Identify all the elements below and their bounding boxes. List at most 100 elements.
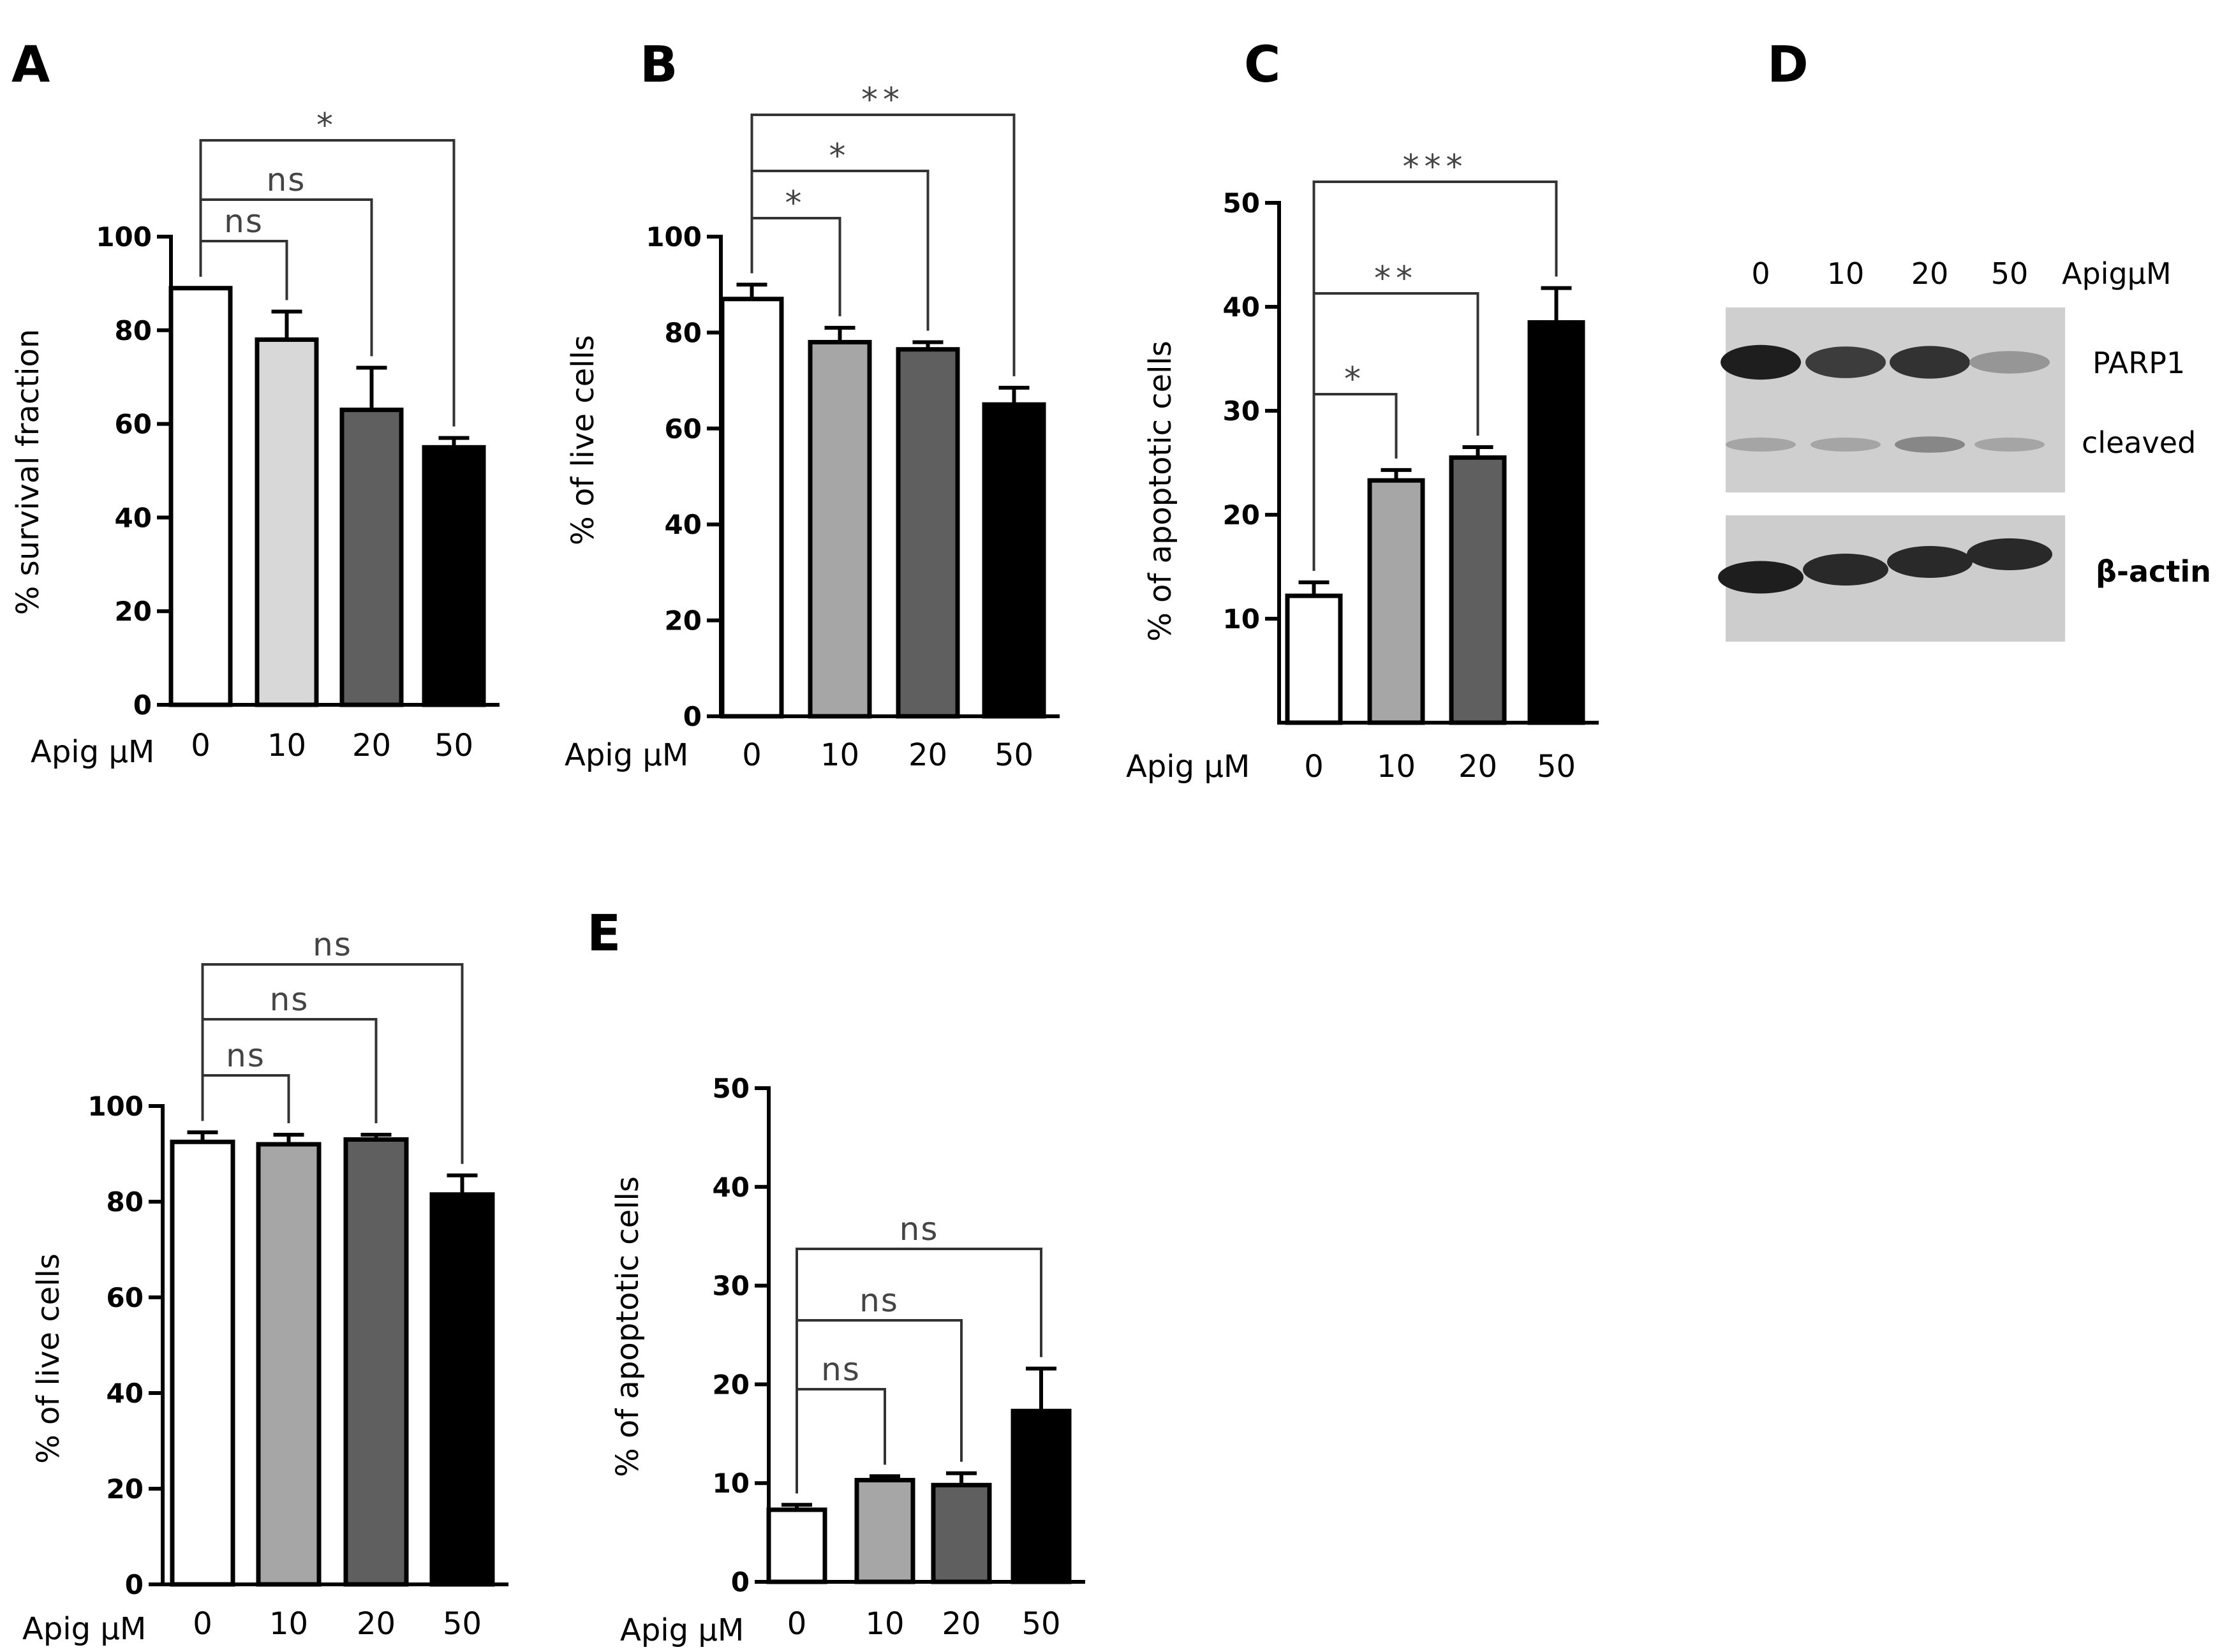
panel-e-chart: E 0 10 20 30 40 50 % of apoptotic cells Apig µM 0…: [587, 905, 1085, 1648]
y-tick-label: 40: [1223, 291, 1260, 323]
category-label: 20: [1458, 749, 1497, 785]
panel-letter: C: [1244, 36, 1280, 94]
significance-label: ***: [1403, 148, 1468, 186]
category-label: 0: [787, 1606, 807, 1642]
significance-label: ns: [226, 1037, 265, 1074]
category-label: 20: [357, 1606, 396, 1642]
y-axis-label: % of apoptotic cells: [1143, 341, 1178, 642]
lane-label: 10: [1827, 256, 1865, 291]
actin-band: [1887, 546, 1973, 578]
x-axis-label: Apig µM: [31, 734, 154, 770]
y-tick-label: 50: [713, 1073, 750, 1104]
y-tick-label: 40: [115, 502, 152, 533]
bar: [256, 1142, 322, 1587]
y-tick-label: 100: [646, 221, 702, 253]
lane-label: 20: [1911, 256, 1949, 291]
parp1-band: [1969, 351, 2050, 374]
category-label: 50: [995, 737, 1033, 773]
significance-label: *: [1344, 360, 1366, 399]
lane-header: ApigµM: [2062, 256, 2172, 291]
bar: [766, 1507, 827, 1584]
cleaved-band: [1974, 438, 2045, 452]
y-tick-label: 0: [683, 701, 702, 732]
y-tick-label: 0: [133, 690, 152, 721]
significance-bracket: [199, 139, 456, 427]
y-axis-label: % of live cells: [565, 335, 601, 545]
y-tick-label: 20: [107, 1473, 144, 1505]
category-label: 20: [908, 737, 947, 773]
bar: [1011, 1408, 1072, 1584]
actin-band: [1718, 561, 1804, 594]
x-axis-label: Apig µM: [565, 737, 688, 773]
y-tick-label: 80: [115, 315, 152, 346]
y-tick-label: 100: [96, 221, 152, 253]
bar: [808, 339, 872, 719]
category-label: 50: [434, 728, 473, 763]
category-label: 0: [1304, 749, 1324, 785]
y-tick-label: 40: [665, 509, 702, 540]
bar: [1527, 320, 1585, 725]
significance-label: ns: [224, 203, 263, 240]
cleaved-band: [1895, 436, 1965, 453]
panel-b-chart: B 0 20 40 60 80 100 % of live cells Apig µM 0 10 20…: [565, 36, 1060, 773]
y-tick-label: 0: [731, 1567, 750, 1598]
y-tick-label: 80: [665, 317, 702, 348]
bar: [343, 1137, 409, 1587]
category-label: 10: [1377, 749, 1416, 785]
significance-label: ns: [900, 1211, 939, 1248]
bar: [168, 286, 233, 707]
bar: [982, 402, 1046, 719]
category-label: 50: [1021, 1606, 1060, 1642]
y-tick-label: 0: [125, 1569, 144, 1600]
y-tick-label: 60: [107, 1282, 144, 1313]
parp1-band: [1805, 346, 1886, 378]
y-tick-label: 60: [115, 409, 152, 440]
parp1-band: [1721, 344, 1801, 380]
x-axis-label: Apig µM: [22, 1611, 146, 1647]
row-label-actin: β-actin: [2096, 554, 2211, 589]
cleaved-band: [1726, 438, 1796, 452]
bar: [720, 297, 784, 719]
row-label-parp1: PARP1: [2092, 346, 2185, 380]
category-label: 10: [865, 1606, 904, 1642]
category-label: 50: [1537, 749, 1576, 785]
panel-letter: D: [1767, 36, 1809, 94]
y-tick-label: 100: [87, 1091, 144, 1122]
panel-d-western-blot: D 0 10 20 50 ApigµM PARP1 cleaved β-actin: [1718, 36, 2211, 642]
panel-c-chart: C 10 20 30 40 50 % of apoptotic cells Apig µM 0 1…: [1126, 36, 1599, 785]
actin-band: [1967, 538, 2052, 570]
x-axis-label: Apig µM: [620, 1612, 744, 1648]
y-tick-label: 10: [1223, 603, 1260, 635]
bar: [170, 1139, 235, 1587]
significance-bracket: [201, 963, 464, 1164]
bar: [931, 1482, 992, 1584]
bar: [1367, 478, 1425, 725]
significance-label: *: [316, 107, 338, 145]
cleaved-band: [1811, 438, 1881, 452]
panel-letter: B: [640, 36, 678, 94]
y-axis-label: % of live cells: [31, 1253, 66, 1464]
bar: [429, 1192, 495, 1587]
panel-a-chart: A 0 20 40 60 80 100 % survival fraction Apig µM 0…: [10, 36, 500, 770]
lane-label: 50: [1991, 256, 2029, 291]
significance-label: *: [829, 137, 851, 175]
significance-label: ns: [267, 161, 306, 198]
y-tick-label: 30: [1223, 395, 1260, 427]
y-tick-label: 40: [713, 1172, 750, 1203]
significance-label: **: [1374, 260, 1418, 298]
row-label-cleaved: cleaved: [2082, 425, 2196, 460]
y-tick-label: 20: [713, 1369, 750, 1400]
bar: [255, 337, 319, 707]
y-axis-label: % of apoptotic cells: [610, 1176, 646, 1477]
category-label: 10: [267, 728, 306, 763]
significance-label: ns: [313, 926, 352, 963]
y-tick-label: 50: [1223, 188, 1260, 219]
category-label: 10: [820, 737, 859, 773]
category-label: 0: [742, 737, 762, 773]
category-label: 0: [191, 728, 211, 763]
panel-letter: E: [587, 905, 621, 962]
bottom-left-chart: 0 20 40 60 80 100 % of live cells Apig µM 0 10 20 5…: [22, 926, 508, 1647]
actin-band: [1803, 554, 1888, 586]
bar: [1449, 455, 1507, 725]
category-label: 10: [269, 1606, 308, 1642]
